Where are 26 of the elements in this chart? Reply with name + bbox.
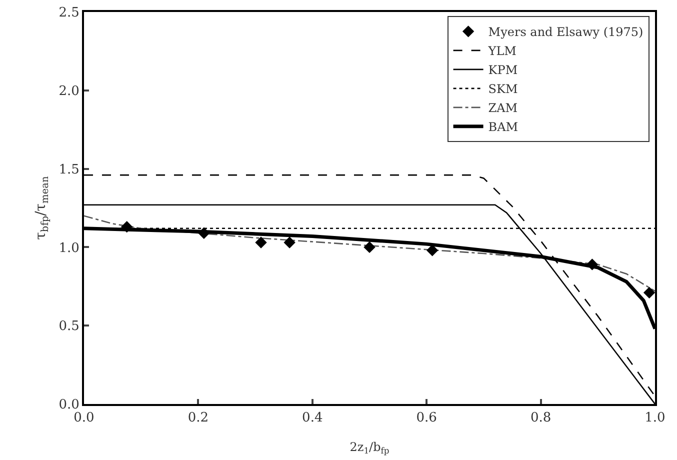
legend-label: SKM: [488, 82, 518, 96]
point: [364, 241, 376, 254]
x-tick-label: 0.2: [188, 410, 209, 426]
y-tick-label: 1.5: [58, 162, 80, 178]
point: [198, 227, 210, 239]
x-axis-title: 2z$_{1}$/b$_{fp}$: [350, 440, 390, 456]
y-tick-label: 2.0: [58, 84, 80, 99]
point: [284, 236, 296, 248]
point: [643, 286, 655, 299]
point: [255, 236, 267, 248]
y-tick-label: 0.5: [58, 319, 80, 334]
legend-label: YLM: [487, 44, 516, 58]
y-tick-label: 1.0: [58, 240, 80, 256]
x-tick-label: 0.4: [302, 410, 323, 426]
x-tick-label: 0.8: [530, 410, 552, 426]
y-tick-label: 0.0: [58, 398, 80, 413]
legend-label: BAM: [488, 120, 518, 134]
point: [120, 220, 133, 233]
x-tick-label: 0.6: [416, 410, 437, 426]
legend-label: ZAM: [488, 101, 518, 116]
x-tick-label: 1.0: [644, 410, 666, 426]
x-tick-label: 0.0: [74, 410, 94, 426]
point: [586, 258, 598, 270]
legend-label: Myers and Elsawy (1975): [488, 25, 644, 40]
y-tick-label: 2.5: [58, 6, 80, 21]
legend-label: KPM: [488, 63, 518, 78]
